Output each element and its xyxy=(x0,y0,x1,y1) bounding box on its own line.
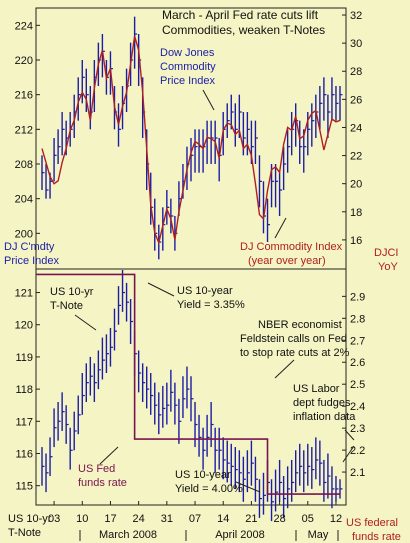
left-axis-title: DJ C'mdty xyxy=(4,241,55,253)
left-tick-label: 117 xyxy=(15,416,33,428)
left-tick-label: 212 xyxy=(15,124,33,136)
left-axis-title: Price Index xyxy=(4,255,60,267)
chart-title-line1: March - April Fed rate cuts lift xyxy=(162,8,319,22)
right-tick-label: 24 xyxy=(350,122,362,134)
left-tick-label: 224 xyxy=(15,20,33,32)
right-tick-label: 22 xyxy=(350,151,362,163)
annotation-arrow xyxy=(235,481,261,493)
left-tick-label: 116 xyxy=(15,448,33,460)
left-axis-title-bottom: US 10-yr xyxy=(8,513,52,525)
chart-title-line2: Commodities, weaken T-Notes xyxy=(162,23,325,37)
right-axis-title-bottom: funds rate xyxy=(352,531,401,543)
right-tick-label: 30 xyxy=(350,38,362,50)
right-axis-title: YoY xyxy=(378,261,398,273)
left-tick-label: 208 xyxy=(15,159,33,171)
annotation-nber-label: to stop rate cuts at 2% xyxy=(240,347,350,359)
right-tick-label: 26 xyxy=(350,94,362,106)
right-tick-label: 2.2 xyxy=(350,445,365,457)
x-tick-label: 05 xyxy=(302,513,314,525)
annotation-djci-label: Price Index xyxy=(160,75,216,87)
x-tick-label: 31 xyxy=(161,513,173,525)
right-tick-label: 18 xyxy=(350,207,362,219)
left-tick-label: 121 xyxy=(15,288,33,300)
left-axis-title-bottom: T-Note xyxy=(8,527,41,539)
right-axis-title: DJCI xyxy=(374,247,398,259)
x-tick-label: 10 xyxy=(76,513,88,525)
left-tick-label: 216 xyxy=(15,90,33,102)
left-tick-label: 118 xyxy=(15,384,33,396)
annotation-labor-label: dept fudges xyxy=(293,397,351,409)
right-tick-label: 2.3 xyxy=(350,423,365,435)
plot-frame xyxy=(35,7,347,506)
x-tick-label: 14 xyxy=(217,513,229,525)
annotation-labor-label: inflation data xyxy=(293,411,356,423)
right-tick-label: 2.1 xyxy=(350,467,365,479)
x-month-label: May xyxy=(308,529,329,541)
annotation-yield-400-label: Yield = 4.00% xyxy=(175,483,243,495)
annotation-arrow xyxy=(274,217,287,239)
annotation-yield-335-label: Yield = 3.35% xyxy=(177,299,245,311)
annotation-tnote-label: T-Note xyxy=(50,300,83,312)
fed-funds-line xyxy=(36,273,340,495)
annotation-djci-label: Commodity xyxy=(160,61,216,73)
left-tick-label: 204 xyxy=(15,194,33,206)
x-tick-label: 03 xyxy=(48,513,60,525)
annotation-yoy-label: (year over year) xyxy=(248,255,326,267)
annotation-arrow xyxy=(74,314,97,331)
left-tick-label: 220 xyxy=(15,55,33,67)
annotation-nber-label: Feldstein calls on Fed xyxy=(240,333,347,345)
x-tick-label: 07 xyxy=(189,513,201,525)
right-tick-label: 2.7 xyxy=(350,335,365,347)
annotation-arrow xyxy=(147,282,175,297)
x-tick-label: 24 xyxy=(133,513,145,525)
right-tick-label: 2.4 xyxy=(350,401,365,413)
left-tick-label: 200 xyxy=(15,228,33,240)
annotation-arrow xyxy=(202,89,215,111)
left-tick-label: 119 xyxy=(15,352,33,364)
annotation-yoy-label: DJ Commodity Index xyxy=(240,241,343,253)
annotation-fed-label: funds rate xyxy=(78,477,127,489)
x-tick-label: 12 xyxy=(330,513,342,525)
left-tick-label: 115 xyxy=(15,481,33,493)
x-tick-label: 17 xyxy=(104,513,116,525)
x-month-label: March 2008 xyxy=(99,529,157,541)
x-tick-label: 28 xyxy=(273,513,285,525)
annotation-djci-label: Dow Jones xyxy=(160,47,215,59)
right-tick-label: 28 xyxy=(350,66,362,78)
annotation-yield-400-label: US 10-year xyxy=(175,469,231,481)
x-tick-label: 21 xyxy=(245,513,257,525)
annotation-yield-335-label: US 10-year xyxy=(177,285,233,297)
annotation-arrow xyxy=(344,429,355,441)
annotation-arrow xyxy=(274,359,295,379)
right-tick-label: 20 xyxy=(350,179,362,191)
annotation-arrow xyxy=(342,445,355,463)
right-axis-title-bottom: US federal xyxy=(346,517,398,529)
right-tick-label: 2.6 xyxy=(350,357,365,369)
annotation-labor-label: US Labor xyxy=(293,383,340,395)
right-tick-label: 16 xyxy=(350,235,362,247)
annotation-fed-label: US Fed xyxy=(78,463,115,475)
x-month-label: April 2008 xyxy=(215,529,265,541)
annotation-nber-label: NBER economist xyxy=(258,319,342,331)
right-tick-label: 2.8 xyxy=(350,313,365,325)
annotation-tnote-label: US 10-yr xyxy=(50,286,94,298)
yoy-line xyxy=(41,35,341,245)
annotation-arrow xyxy=(99,446,119,465)
right-tick-label: 2.9 xyxy=(350,291,365,303)
right-tick-label: 2.5 xyxy=(350,379,365,391)
right-tick-label: 32 xyxy=(350,10,362,22)
left-tick-label: 120 xyxy=(15,320,33,332)
